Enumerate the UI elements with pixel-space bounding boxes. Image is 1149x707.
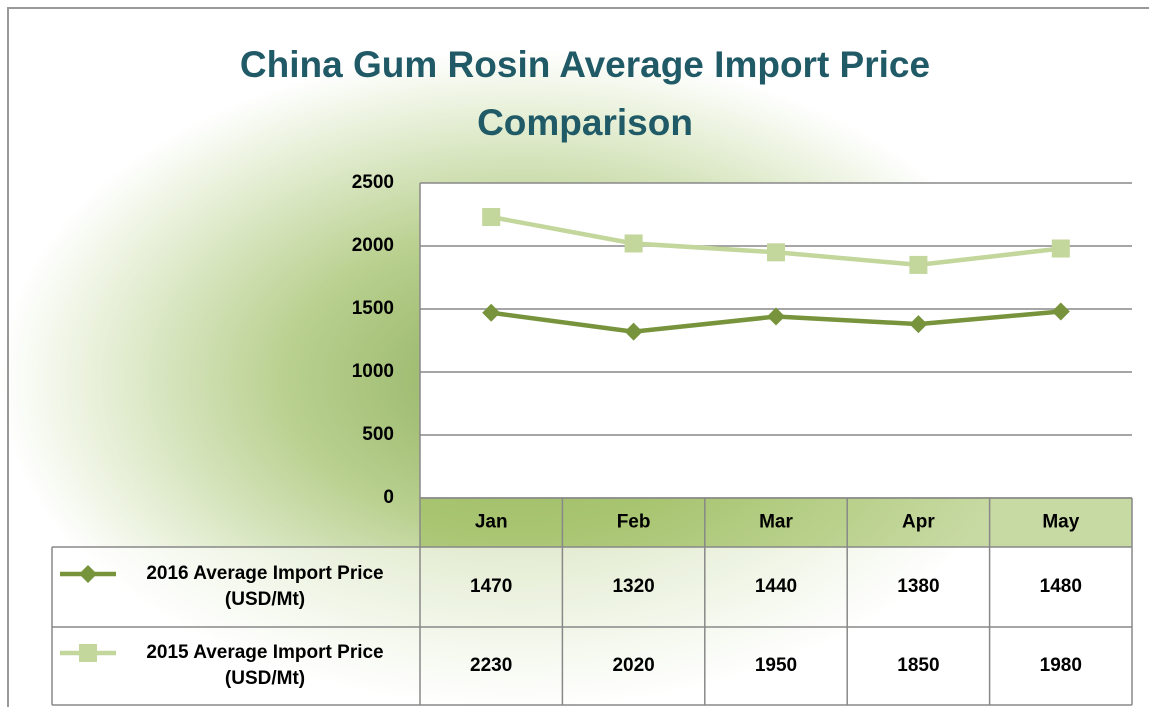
marker [79, 644, 97, 662]
y-tick-label: 1000 [352, 361, 394, 382]
y-tick-label: 500 [362, 424, 394, 445]
y-tick-label: 2500 [352, 172, 394, 193]
y-tick-label: 1500 [352, 298, 394, 319]
table-value: 1380 [897, 576, 939, 597]
marker [1051, 239, 1070, 258]
table-value: 1440 [755, 576, 797, 597]
y-tick-label: 2000 [352, 235, 394, 256]
plot-area [420, 183, 1132, 498]
x-tick-label: May [1042, 512, 1079, 533]
marker [909, 255, 928, 274]
marker [767, 243, 785, 262]
marker [767, 307, 785, 326]
marker [482, 303, 501, 322]
table-header-bg [420, 498, 1132, 547]
table-body-bg [52, 547, 1132, 705]
x-tick-label: Jan [475, 512, 508, 533]
marker [909, 315, 928, 334]
legend-label: 2016 Average Import Price (USD/Mt) [146, 563, 384, 610]
table-value: 1470 [470, 576, 512, 597]
frame [7, 7, 1149, 707]
marker [1051, 302, 1070, 321]
legend-label: 2015 Average Import Price (USD/Mt) [146, 642, 384, 689]
marker [79, 565, 97, 583]
y-tick-label: 0 [383, 487, 394, 508]
x-tick-label: Apr [902, 512, 935, 533]
marker [624, 322, 643, 341]
table-value: 1480 [1040, 576, 1082, 597]
marker [624, 234, 643, 253]
table-value: 2020 [612, 655, 654, 676]
table-value: 1950 [755, 655, 797, 676]
table-value: 1320 [612, 576, 654, 597]
marker [482, 208, 501, 227]
x-tick-label: Mar [759, 512, 793, 533]
table-value: 1980 [1040, 655, 1082, 676]
table-value: 2230 [470, 655, 512, 676]
x-tick-label: Feb [617, 512, 651, 533]
table-value: 1850 [897, 655, 939, 676]
chart-title: China Gum Rosin Average Import Price Com… [239, 44, 931, 143]
